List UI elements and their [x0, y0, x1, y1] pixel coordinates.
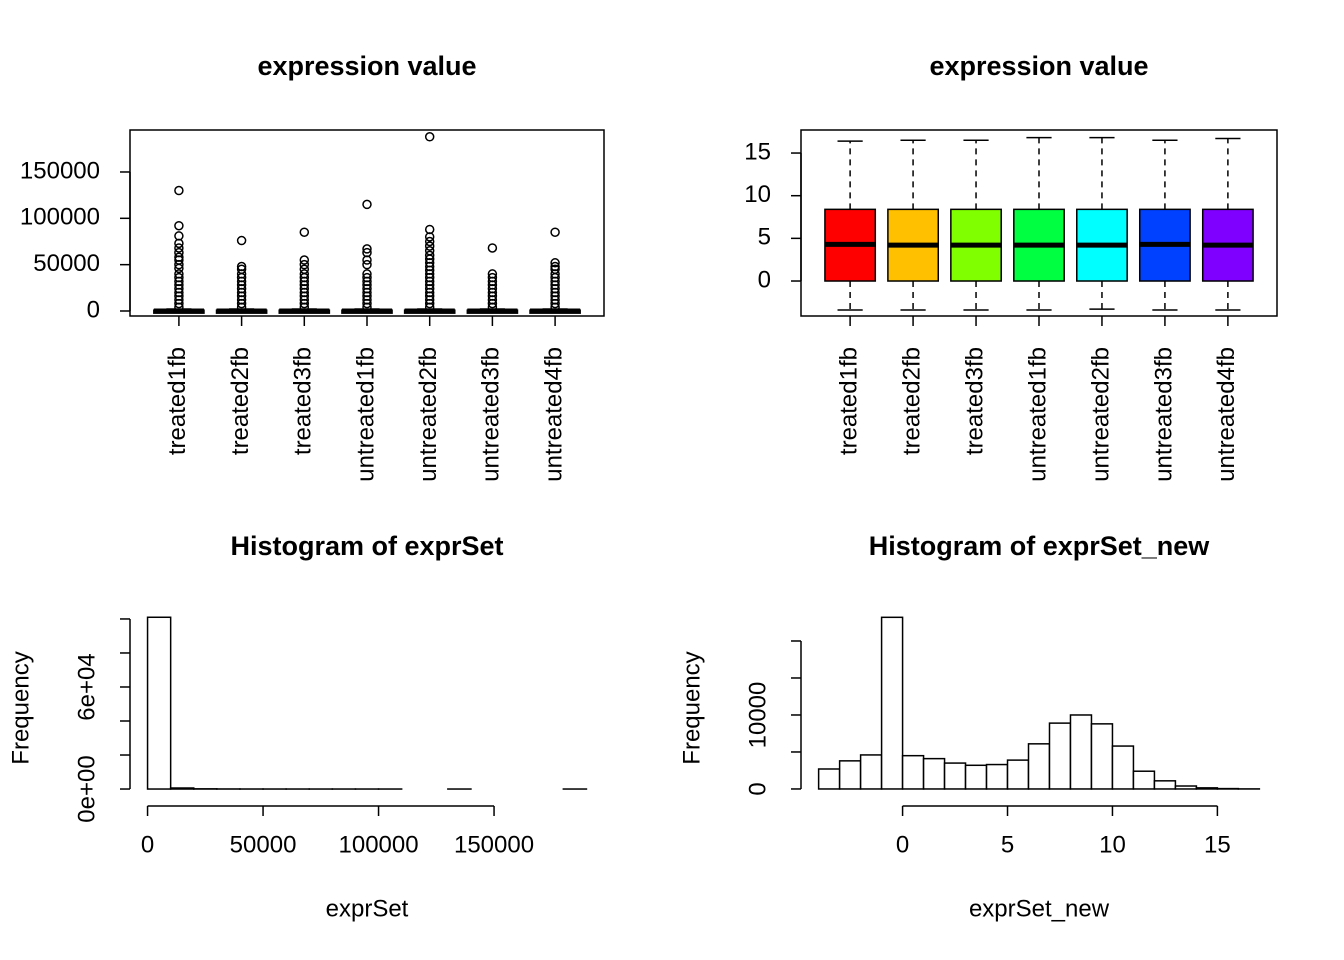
- histogram-bar: [943, 762, 967, 790]
- histogram-bar: [838, 760, 862, 790]
- outlier: [174, 231, 184, 241]
- x-axis-title: exprSet: [326, 895, 409, 922]
- outlier: [362, 244, 372, 254]
- y-tick-label: 15: [744, 138, 771, 165]
- y-tick-label: 0: [87, 296, 100, 323]
- histogram-bar: [817, 768, 841, 790]
- outlier: [550, 261, 560, 272]
- x-tick-label: untreated1fb: [352, 347, 379, 482]
- outlier: [362, 272, 372, 283]
- outlier: [236, 235, 247, 246]
- histogram-bar: [1027, 743, 1051, 790]
- outlier: [299, 264, 310, 275]
- histogram-bar: [1153, 780, 1177, 790]
- outlier: [424, 236, 435, 247]
- outlier: [299, 227, 310, 237]
- x-tick-label: untreated3fb: [478, 347, 505, 482]
- outlier: [362, 269, 372, 279]
- histogram-bar: [880, 616, 904, 790]
- x-tick-label: 100000: [339, 831, 419, 858]
- outlier: [362, 199, 372, 210]
- outlier: [424, 241, 435, 251]
- x-tick-label: 10: [1099, 831, 1126, 858]
- chart-title: expression value: [929, 51, 1148, 81]
- x-axis-title: exprSet_new: [969, 895, 1110, 922]
- histogram-bar: [1069, 714, 1093, 790]
- histogram-bar: [859, 754, 883, 790]
- outlier: [174, 247, 184, 258]
- histogram-bar: [1111, 745, 1135, 790]
- y-tick-label: 50000: [33, 250, 100, 277]
- outlier: [299, 269, 310, 279]
- histogram-bar: [901, 754, 925, 790]
- outlier: [174, 272, 184, 283]
- outlier: [362, 259, 372, 270]
- y-tick-label: 6e+04: [73, 653, 100, 720]
- histogram-bar: [169, 787, 195, 790]
- x-tick-label: treated3fb: [961, 347, 988, 455]
- x-tick-label: treated2fb: [898, 347, 925, 455]
- histogram-bar: [1132, 770, 1156, 790]
- x-tick-label: 50000: [230, 831, 297, 858]
- outlier: [236, 261, 247, 272]
- x-tick-label: treated1fb: [164, 347, 191, 455]
- histogram-bar: [1048, 722, 1072, 790]
- x-tick-label: treated3fb: [290, 347, 317, 455]
- x-tick-label: treated1fb: [835, 347, 862, 455]
- histogram-bar: [1174, 785, 1198, 790]
- histogram-bar: [922, 757, 946, 790]
- outlier: [174, 220, 184, 231]
- histogram-bar: [146, 616, 172, 790]
- y-tick-label: 10: [744, 181, 771, 208]
- x-tick-label: 15: [1204, 831, 1231, 858]
- histogram-bar: [964, 764, 988, 790]
- outlier: [550, 227, 560, 237]
- histogram-bar: [985, 763, 1009, 790]
- x-tick-label: untreated2fb: [415, 347, 442, 482]
- chart-title: expression value: [257, 51, 476, 81]
- x-tick-label: treated2fb: [227, 347, 254, 455]
- outlier: [174, 269, 184, 279]
- outlier: [424, 224, 435, 235]
- outlier: [550, 258, 560, 268]
- outlier: [299, 259, 310, 270]
- outlier: [487, 269, 498, 279]
- x-tick-label: untreated2fb: [1087, 347, 1114, 482]
- y-axis-title: Frequency: [678, 651, 705, 764]
- histogram-bar: [1090, 723, 1114, 790]
- outlier: [174, 252, 184, 262]
- y-tick-label: 0e+00: [73, 755, 100, 822]
- y-tick-label: 0: [744, 782, 771, 795]
- chart-title: Histogram of exprSet: [230, 531, 503, 561]
- y-tick-label: 100000: [20, 204, 100, 231]
- x-tick-label: untreated4fb: [1213, 347, 1240, 482]
- outlier: [487, 243, 498, 253]
- y-tick-label: 150000: [20, 157, 100, 184]
- outlier: [174, 243, 184, 253]
- x-tick-label: untreated1fb: [1024, 347, 1051, 482]
- y-tick-label: 10000: [744, 682, 771, 749]
- outlier: [424, 132, 435, 142]
- histogram-bar: [1195, 787, 1219, 790]
- x-tick-label: untreated4fb: [540, 347, 567, 482]
- outlier: [299, 255, 310, 265]
- x-tick-label: 0: [896, 831, 909, 858]
- histogram-bar: [1006, 759, 1030, 790]
- chart-title: Histogram of exprSet_new: [869, 531, 1211, 561]
- outlier: [362, 247, 372, 258]
- outlier: [236, 264, 247, 275]
- outlier: [424, 250, 435, 261]
- x-tick-label: 0: [141, 831, 154, 858]
- outlier: [550, 264, 560, 275]
- x-tick-label: untreated3fb: [1150, 347, 1177, 482]
- y-tick-label: 5: [758, 224, 771, 251]
- y-tick-label: 0: [758, 266, 771, 293]
- x-tick-label: 5: [1001, 831, 1014, 858]
- y-axis-title: Frequency: [7, 651, 34, 764]
- outlier: [424, 246, 435, 256]
- x-tick-label: 150000: [454, 831, 534, 858]
- outlier: [487, 272, 498, 283]
- outlier: [174, 185, 184, 196]
